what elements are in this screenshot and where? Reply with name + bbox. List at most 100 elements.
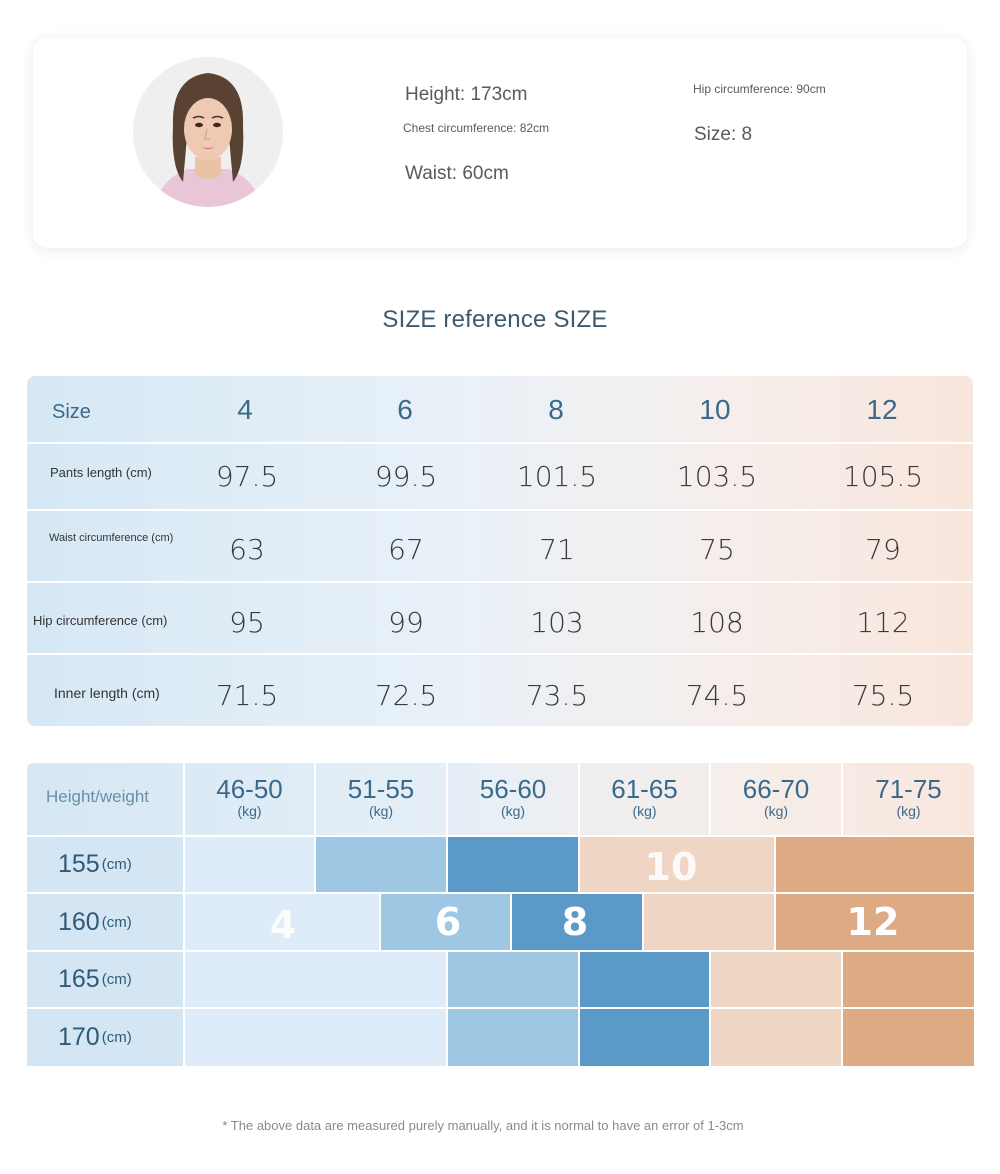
table-divider	[27, 581, 973, 583]
table-cell: 103.5	[676, 460, 758, 493]
row-label-hip-circumference: Hip circumference (cm)	[33, 613, 168, 628]
size-header-10: 10	[699, 394, 731, 425]
model-info-card: Height: 173cm Chest circumference: 82cm …	[33, 38, 967, 248]
table-cell: 99.5	[374, 460, 438, 493]
size-12-block	[776, 894, 974, 950]
size-4-block	[185, 952, 446, 1007]
size-8-block	[512, 894, 642, 950]
row-label-waist-circumference: Waist circumference (cm)	[49, 532, 174, 544]
table-cell: 105.5	[842, 460, 924, 493]
table-cell: 99	[388, 606, 424, 639]
size-8-block	[580, 1009, 709, 1066]
size-mark-12: 12	[846, 900, 900, 944]
size-12-block	[843, 1009, 974, 1066]
height-row-160: 160 (cm)	[27, 894, 183, 950]
column-divider	[183, 763, 185, 835]
weight-unit: (kg)	[237, 803, 262, 819]
table-cell: 95	[229, 606, 265, 639]
table-cell: 101.5	[516, 460, 598, 493]
table-cell: 67	[388, 533, 424, 566]
table-cell: 103	[530, 606, 584, 639]
table-cell: 75.5	[851, 679, 915, 712]
height-value: 155	[58, 850, 100, 878]
table-cell: 108	[690, 606, 744, 639]
model-hip: Hip circumference: 90cm	[693, 82, 826, 96]
size-reference-table: Size 4 6 8 10 12 Pants length (cm) 97.5 …	[27, 376, 973, 726]
table-cell: 97.5	[215, 460, 279, 493]
height-unit: (cm)	[101, 971, 132, 988]
table-cell: 79	[865, 533, 901, 566]
size-header-8: 8	[548, 394, 564, 425]
size-10-block	[711, 952, 841, 1007]
height-row-170: 170 (cm)	[27, 1009, 183, 1066]
model-chest: Chest circumference: 82cm	[403, 121, 550, 135]
size-10-block	[644, 894, 774, 950]
column-divider	[578, 763, 580, 835]
weight-range: 71-75	[875, 774, 942, 804]
column-divider	[446, 763, 448, 835]
table-cell: 112	[856, 606, 910, 639]
weight-range: 46-50	[216, 774, 283, 804]
size-12-block	[843, 952, 974, 1007]
weight-column-61-65: 61-65 (kg)	[580, 775, 709, 819]
weight-range: 56-60	[479, 774, 547, 804]
size-6-block	[448, 952, 578, 1007]
size-4-block	[185, 1009, 446, 1066]
column-divider	[709, 763, 711, 835]
size-reference-title: SIZE reference SIZE	[382, 306, 608, 333]
height-value: 170	[58, 1023, 100, 1051]
column-divider	[841, 763, 843, 835]
size-header-6: 6	[397, 394, 413, 425]
table-cell: 72.5	[374, 679, 438, 712]
table-cell: 74.5	[685, 679, 749, 712]
height-row-165: 165 (cm)	[27, 952, 183, 1007]
height-value: 160	[58, 907, 100, 936]
height-value: 165	[58, 965, 100, 993]
table-divider	[27, 653, 973, 655]
table-cell: 63	[229, 533, 265, 566]
weight-column-46-50: 46-50 (kg)	[185, 775, 314, 819]
model-size: Size: 8	[694, 124, 753, 145]
model-avatar	[133, 57, 283, 207]
size-mark-8: 8	[561, 900, 589, 944]
size-header-4: 4	[237, 394, 253, 425]
weight-unit: (kg)	[368, 803, 394, 819]
size-mark-4: 4	[269, 903, 297, 947]
table-cell: 71.5	[215, 679, 279, 712]
size-8-block	[580, 952, 709, 1007]
model-portrait-image	[133, 57, 283, 207]
table-divider	[27, 509, 973, 511]
size-6-block	[316, 837, 446, 892]
size-8-block	[448, 837, 578, 892]
size-header-label: Size	[52, 401, 91, 423]
table-cell: 71	[539, 533, 575, 566]
weight-unit: (kg)	[632, 803, 657, 819]
size-header-12: 12	[866, 394, 898, 425]
size-6-block	[448, 1009, 578, 1066]
weight-column-56-60: 56-60 (kg)	[448, 775, 578, 819]
weight-range: 51-55	[347, 774, 415, 804]
weight-column-71-75: 71-75 (kg)	[843, 775, 974, 819]
weight-column-66-70: 66-70 (kg)	[711, 775, 841, 819]
weight-unit: (kg)	[896, 803, 921, 819]
size-6-block	[381, 894, 510, 950]
table-cell: 73.5	[525, 679, 589, 712]
height-unit: (cm)	[101, 913, 132, 931]
size-12-block	[776, 837, 974, 892]
height-weight-grid: Height/weight 46-50 (kg) 51-55 (kg) 56-6…	[27, 763, 974, 1066]
column-divider	[314, 763, 316, 835]
size-4-block	[185, 837, 314, 892]
height-unit: (cm)	[101, 1029, 132, 1046]
size-mark-10: 10	[644, 845, 698, 889]
row-label-inner-length: Inner length (cm)	[54, 685, 160, 701]
size-10-block	[711, 1009, 841, 1066]
weight-unit: (kg)	[763, 803, 789, 819]
measurement-footnote: * The above data are measured purely man…	[222, 1118, 744, 1133]
size-10-block	[580, 837, 774, 892]
weight-range: 66-70	[742, 774, 810, 804]
table-divider	[27, 442, 973, 444]
weight-unit: (kg)	[500, 803, 526, 819]
row-label-pants-length: Pants length (cm)	[50, 465, 152, 480]
model-height: Height: 173cm	[405, 84, 528, 105]
height-unit: (cm)	[101, 856, 132, 873]
